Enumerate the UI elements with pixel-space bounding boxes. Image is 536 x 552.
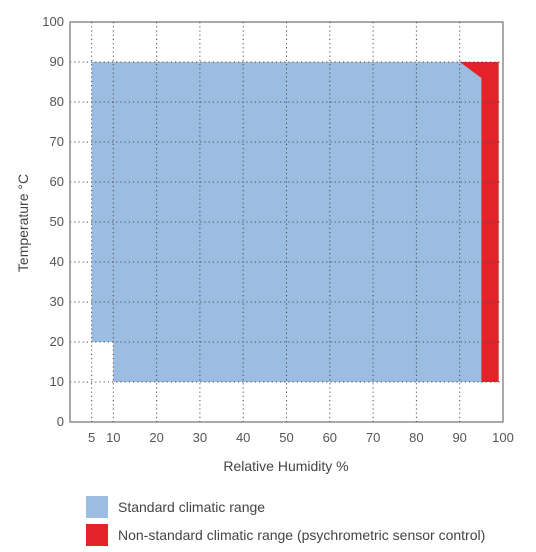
- x-tick-label: 40: [236, 430, 250, 445]
- y-tick-label: 70: [50, 134, 64, 149]
- region-standard: [91, 62, 482, 382]
- x-tick-label: 10: [106, 430, 120, 445]
- x-tick-label: 50: [279, 430, 293, 445]
- chart-axes: [69, 21, 504, 423]
- x-axis-title: Relative Humidity %: [223, 458, 348, 474]
- x-tick-label: 60: [323, 430, 337, 445]
- y-tick-label: 100: [42, 14, 64, 29]
- plot-frame: [69, 21, 504, 423]
- x-tick-label: 90: [452, 430, 466, 445]
- legend-label-non-standard: Non-standard climatic range (psychrometr…: [118, 527, 486, 543]
- x-tick-label: 20: [149, 430, 163, 445]
- legend-item-standard: Standard climatic range: [86, 496, 485, 518]
- y-tick-label: 80: [50, 94, 64, 109]
- chart-svg: 5 10 20 30 40 50 60 70 80 90 100 0 10 20 30 40 50 60 70 80…: [15, 14, 514, 474]
- region-non-standard: [459, 62, 499, 382]
- x-tick-label: 70: [366, 430, 380, 445]
- legend-item-non-standard: Non-standard climatic range (psychrometr…: [86, 524, 485, 546]
- y-tick-labels: 0 10 20 30 40 50 60 70 80 90 100: [42, 14, 64, 429]
- y-tick-label: 20: [50, 334, 64, 349]
- y-tick-label: 50: [50, 214, 64, 229]
- legend-label-standard: Standard climatic range: [118, 499, 266, 515]
- legend-swatch-standard: [86, 496, 108, 518]
- chart-regions: [91, 62, 499, 382]
- y-tick-label: 10: [50, 374, 64, 389]
- y-tick-label: 90: [50, 54, 64, 69]
- y-tick-label: 0: [57, 414, 64, 429]
- legend: Standard climatic range Non-standard cli…: [86, 496, 485, 552]
- x-tick-label: 5: [88, 430, 95, 445]
- y-tick-label: 40: [50, 254, 64, 269]
- x-tick-labels: 5 10 20 30 40 50 60 70 80 90 100: [88, 430, 514, 445]
- chart-grid: [70, 22, 503, 422]
- y-axis-title: Temperature °C: [15, 174, 31, 272]
- x-tick-label: 30: [193, 430, 207, 445]
- y-tick-label: 30: [50, 294, 64, 309]
- x-tick-label: 100: [492, 430, 514, 445]
- legend-swatch-non-standard: [86, 524, 108, 546]
- x-tick-label: 80: [409, 430, 423, 445]
- y-tick-label: 60: [50, 174, 64, 189]
